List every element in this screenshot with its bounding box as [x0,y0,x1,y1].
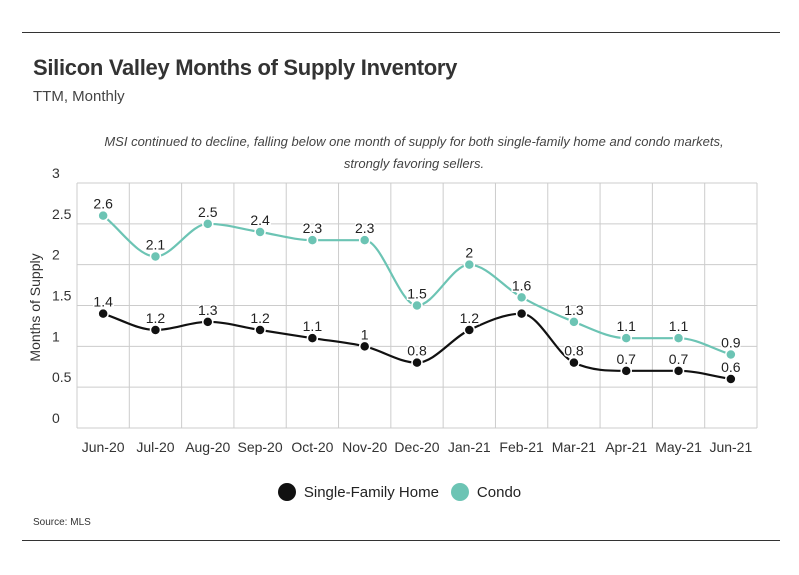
x-tick-label: Feb-21 [499,439,544,455]
y-tick-label: 0.5 [52,369,72,385]
x-tick-label: Dec-20 [394,439,439,455]
y-axis-title: Months of Supply [27,253,43,361]
condo-point [672,332,685,344]
single-family-data-label: 0.6 [721,359,741,375]
single-family-point [97,307,109,320]
condo-point [358,234,371,246]
x-tick-label: Jun-21 [709,439,752,455]
y-tick-label: 1.5 [52,288,72,304]
condo-data-label: 2.5 [198,204,218,220]
condo-data-label: 2 [465,245,473,261]
condo-data-label: 0.9 [721,335,741,351]
condo-data-label: 1.1 [669,318,689,334]
condo-point [725,348,737,361]
condo-point [149,250,162,263]
single-family-point [725,373,737,385]
single-family-data-label: 1.2 [146,310,166,326]
single-family-data-label: 1.1 [303,318,323,334]
condo-point [620,332,632,344]
legend-label-condo: Condo [476,483,522,501]
legend-swatch-single-family [277,483,296,501]
single-family-point [202,316,214,328]
single-family-point [306,332,319,344]
legend-item-condo: Condo [450,483,522,501]
condo-point [515,291,528,304]
x-tick-label: Nov-20 [342,439,387,455]
condo-data-label: 1.1 [616,318,636,334]
single-family-point [515,307,528,320]
condo-data-label: 2.4 [250,212,270,228]
chart-title: Silicon Valley Months of Supply Inventor… [33,55,458,80]
legend-swatch-condo [450,483,469,501]
single-family-point [672,365,685,377]
y-tick-label: 1 [52,328,60,344]
x-tick-label: Jan-21 [448,439,491,455]
single-family-point [358,340,371,353]
chart-annotation: MSI continued to decline, falling below … [104,134,724,171]
single-family-data-label: 0.8 [564,343,584,359]
top-rule [22,32,780,33]
condo-point [306,234,319,246]
condo-point [97,209,109,222]
single-family-data-label: 1.4 [93,294,113,310]
legend-item-single-family: Single-Family Home [277,483,439,501]
y-tick-label: 0 [52,410,60,426]
condo-data-label: 2.3 [355,220,375,236]
x-tick-label: Aug-20 [185,439,230,455]
single-family-data-label: 1 [361,326,369,342]
y-tick-label: 2 [52,247,60,263]
single-family-point [411,356,423,369]
condo-point [254,226,266,238]
single-family-data-label: 1.2 [250,310,270,326]
line-chart: 0 0.5 1 1.5 2 2.5 3 Jun-20 Jul-20 Aug-20 Sep-20 Oct… [27,165,758,455]
single-family-data-label: 0.8 [407,343,427,359]
y-tick-label: 2.5 [52,206,72,222]
condo-data-label: 1.6 [512,277,532,293]
condo-data-label: 2.1 [146,237,166,253]
single-family-data-label: 1.2 [460,310,480,326]
condo-point [463,258,476,271]
condo-data-label: 2.3 [303,220,323,236]
single-family-point [568,356,580,369]
x-tick-label: Sep-20 [237,439,282,455]
x-tick-label: May-21 [655,439,702,455]
condo-point [568,316,580,328]
single-family-data-label: 1.3 [198,302,218,318]
condo-data-label: 1.5 [407,286,427,302]
x-tick-label: Jul-20 [136,439,174,455]
single-family-point [620,365,632,377]
condo-point [202,218,214,230]
single-family-point [463,324,476,336]
x-tick-label: Mar-21 [552,439,597,455]
bottom-rule [22,540,780,541]
condo-point [411,299,423,312]
x-tick-label: Oct-20 [291,439,333,455]
single-family-point [254,324,266,336]
condo-data-label: 1.3 [564,302,584,318]
legend-label-single-family: Single-Family Home [303,483,439,501]
condo-data-label: 2.6 [93,196,113,212]
single-family-data-label: 0.7 [616,351,636,367]
single-family-data-label: 0.7 [669,351,689,367]
y-tick-label: 3 [52,165,60,181]
source-note: Source: MLS [33,517,91,528]
chart-subtitle: TTM, Monthly [33,88,125,105]
chart-legend: Single-Family Home Condo [0,483,799,501]
x-tick-label: Apr-21 [605,439,647,455]
single-family-point [149,324,162,336]
x-tick-label: Jun-20 [82,439,125,455]
